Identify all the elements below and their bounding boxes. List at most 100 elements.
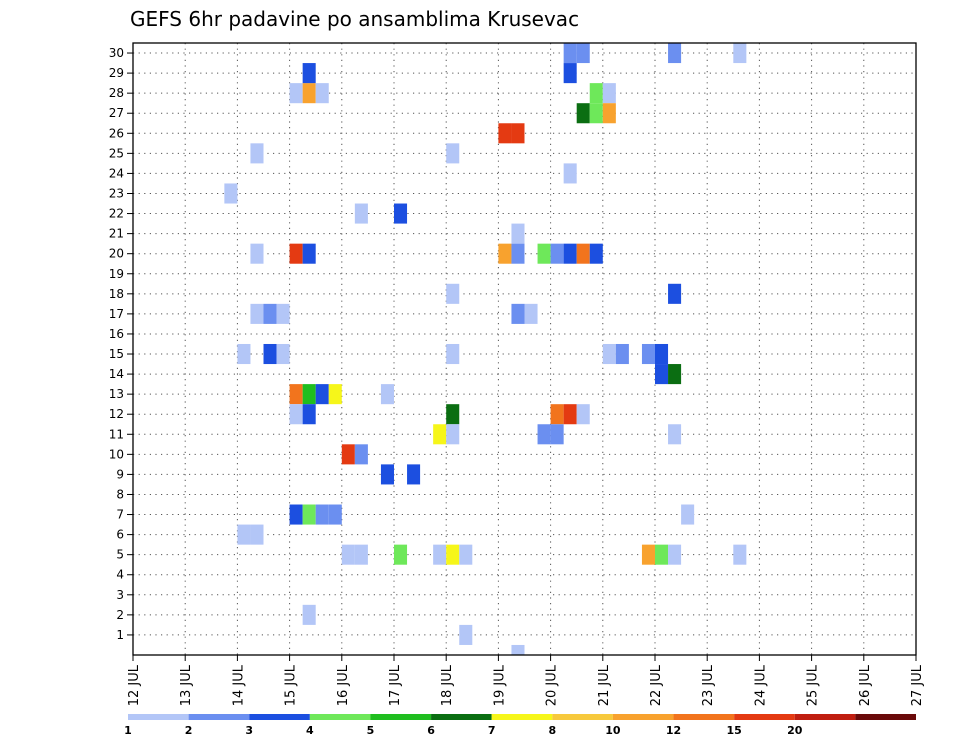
heat-cell <box>289 404 303 425</box>
heat-cell <box>563 243 577 264</box>
heat-cell <box>250 143 264 164</box>
colorbar-label: 7 <box>488 724 496 737</box>
x-tick-label: 18 JUL <box>440 664 455 706</box>
heat-cell <box>498 243 512 264</box>
colorbar-label: 12 <box>666 724 681 737</box>
colorbar-swatch <box>855 714 916 720</box>
colorbar-swatch <box>249 714 310 720</box>
x-axis: 12 JUL 13 JUL 14 JUL 15 JUL 16 JUL 17 JUL 18 J… <box>127 655 925 706</box>
heat-cell <box>289 384 303 405</box>
heat-cell <box>563 63 577 84</box>
y-tick-label: 12 <box>109 407 124 421</box>
heat-cell <box>511 243 525 264</box>
y-tick-label: 18 <box>109 287 124 301</box>
heat-cell <box>289 243 303 264</box>
data-cells <box>224 43 747 655</box>
heat-cell <box>237 343 251 365</box>
y-tick-label: 13 <box>109 387 124 401</box>
heat-cell <box>302 384 316 405</box>
heat-cell <box>589 103 603 124</box>
colorbar-label: 4 <box>306 724 314 737</box>
heat-cell <box>341 544 355 565</box>
heat-cell <box>576 103 590 124</box>
heat-cell <box>302 404 316 425</box>
colorbar-label: 2 <box>185 724 193 737</box>
heat-cell <box>394 203 408 224</box>
heat-cell <box>681 504 695 525</box>
heat-cell <box>341 444 355 465</box>
heat-cell <box>315 384 329 405</box>
heat-cell <box>328 504 342 525</box>
heat-cell <box>655 544 669 565</box>
heat-cell <box>276 343 290 365</box>
y-tick-label: 23 <box>109 186 124 200</box>
heat-cell <box>354 544 368 565</box>
colorbar-label: 10 <box>605 724 621 737</box>
y-tick-label: 2 <box>116 608 124 622</box>
heat-cell <box>602 83 616 104</box>
colorbar-swatch <box>491 714 553 720</box>
heat-cell <box>668 544 682 565</box>
heat-cell <box>511 223 525 244</box>
heat-cell <box>380 464 394 485</box>
heat-cell <box>433 424 447 445</box>
y-tick-label: 7 <box>116 508 124 522</box>
heat-cell <box>615 343 629 365</box>
colorbar-swatch <box>370 714 432 720</box>
heat-cell <box>563 43 577 64</box>
y-tick-label: 3 <box>116 588 124 602</box>
heat-cell <box>511 303 525 324</box>
heat-cell <box>263 303 277 324</box>
x-tick-label: 16 JUL <box>336 664 351 706</box>
y-tick-label: 14 <box>109 367 124 381</box>
y-tick-label: 28 <box>109 86 124 100</box>
heat-cell <box>498 123 512 144</box>
x-tick-label: 15 JUL <box>284 664 299 706</box>
heat-cell <box>446 283 460 304</box>
heat-cell <box>289 83 303 104</box>
heat-cell <box>237 524 251 545</box>
heat-cell <box>550 424 564 445</box>
heat-cell <box>459 544 473 565</box>
y-tick-label: 6 <box>116 528 124 542</box>
y-tick-label: 5 <box>116 548 124 562</box>
y-tick-label: 4 <box>116 568 124 582</box>
heat-cell <box>250 524 264 545</box>
colorbar-swatch <box>128 714 189 720</box>
heat-cell <box>576 404 590 425</box>
heat-cell <box>407 464 421 485</box>
heat-cell <box>524 303 538 324</box>
y-tick-label: 9 <box>116 467 124 481</box>
heat-cell <box>576 43 590 64</box>
heat-cell <box>446 143 460 164</box>
colorbar-label: 15 <box>726 724 741 737</box>
heat-cell <box>733 544 747 565</box>
colorbar-label: 8 <box>548 724 556 737</box>
y-tick-label: 26 <box>109 126 124 140</box>
heat-cell <box>354 203 368 224</box>
heat-cell <box>589 243 603 264</box>
heat-cell <box>563 163 577 184</box>
heat-cell <box>250 303 264 324</box>
heat-cell <box>641 544 655 565</box>
y-tick-label: 30 <box>109 46 124 60</box>
heat-cell <box>655 364 669 385</box>
heat-cell <box>446 544 460 565</box>
x-tick-label: 25 JUL <box>806 664 821 706</box>
heat-cell <box>263 343 277 365</box>
heat-cell <box>511 123 525 144</box>
colorbar-swatch <box>734 714 795 720</box>
heat-cell <box>641 343 655 365</box>
heat-cell <box>315 504 329 525</box>
heat-cell <box>563 404 577 425</box>
colorbar-swatch <box>794 714 856 720</box>
heat-cell <box>576 243 590 264</box>
heat-cell <box>733 43 747 64</box>
colorbar-swatch <box>188 714 250 720</box>
heat-cell <box>328 384 342 405</box>
y-tick-label: 22 <box>109 207 124 221</box>
x-tick-label: 26 JUL <box>858 664 873 706</box>
colorbar-swatch <box>431 714 492 720</box>
heat-cell <box>224 183 238 204</box>
heat-cell <box>511 644 525 655</box>
